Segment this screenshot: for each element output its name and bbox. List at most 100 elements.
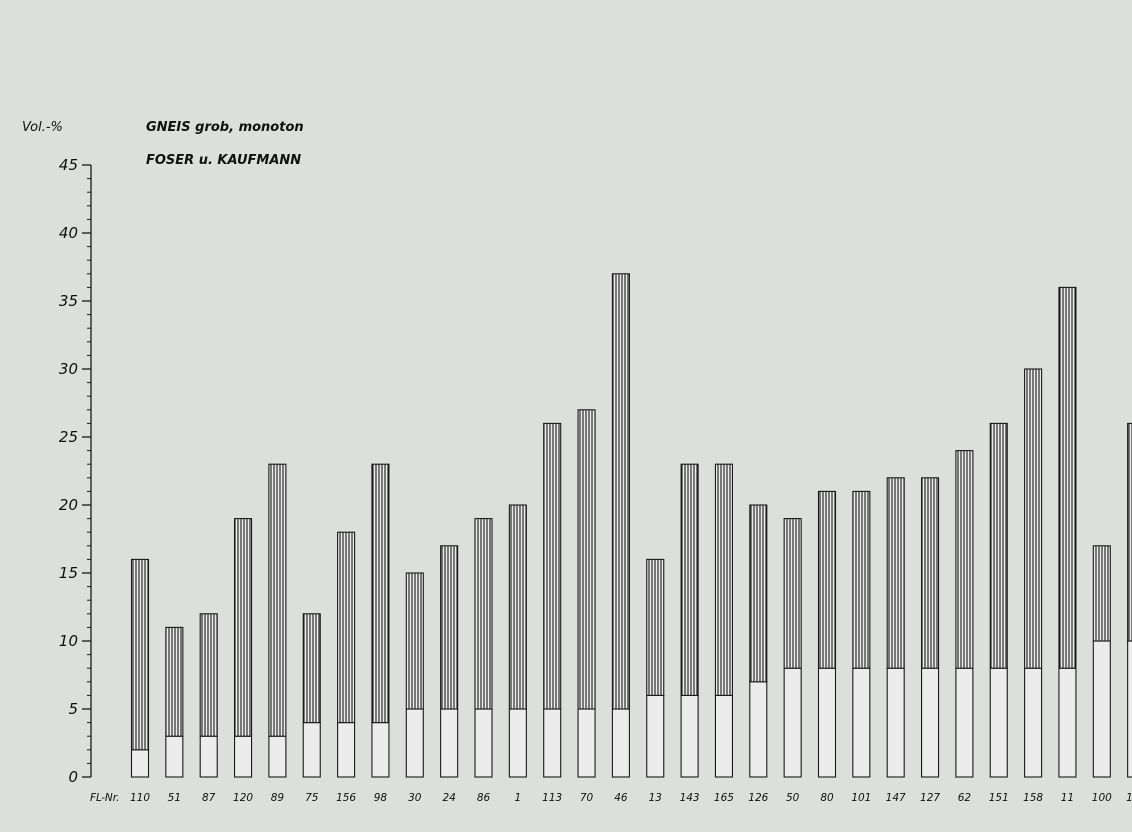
bar-lower-segment (817, 667, 837, 778)
x-tick-label: 75 (305, 792, 319, 804)
x-tick-label: 120 (233, 792, 253, 804)
y-tick-label: 15 (59, 564, 78, 582)
bar-lower-segment (1127, 640, 1132, 778)
bar-upper-segment (920, 477, 940, 669)
bar-upper-segment (302, 613, 321, 724)
bar-lower-segment (886, 667, 905, 778)
bar-upper-segment (886, 477, 905, 669)
bar-lower-segment (405, 708, 424, 778)
bar-lower-segment (234, 735, 253, 778)
bar-lower-segment (440, 708, 459, 778)
bar-lower-segment (543, 708, 562, 778)
x-tick-label: 86 (477, 792, 491, 804)
bar-lower-segment (165, 735, 184, 778)
bar-lower-segment (714, 694, 734, 778)
bar-upper-segment (852, 490, 871, 669)
x-tick-label: 70 (580, 792, 594, 804)
y-axis-label: Vol.-% (22, 120, 63, 135)
x-tick-label: 158 (1023, 792, 1043, 804)
y-tick-label: 5 (68, 700, 78, 718)
bar-lower-segment (749, 681, 768, 778)
x-tick-label: 51 (168, 792, 181, 804)
x-tick-label: 24 (442, 792, 455, 804)
y-tick-label: 40 (59, 224, 78, 242)
x-tick-label: 100 (1092, 792, 1112, 804)
bar-upper-segment (680, 463, 699, 696)
x-tick-label: 50 (786, 792, 800, 804)
bar-upper-segment (268, 463, 287, 737)
bar-lower-segment (611, 708, 630, 778)
y-tick-label: 45 (59, 156, 78, 174)
bar-upper-segment (165, 626, 184, 737)
y-tick-label: 0 (68, 768, 78, 786)
bar-upper-segment (474, 518, 493, 710)
x-tick-label: 98 (374, 792, 388, 804)
bar-upper-segment (955, 450, 974, 669)
y-tick-label: 25 (59, 428, 78, 446)
bar-lower-segment (646, 694, 665, 778)
x-tick-label: 62 (958, 792, 972, 804)
bar-lower-segment (989, 667, 1008, 778)
x-tick-label: 89 (271, 792, 285, 804)
bar-lower-segment (783, 667, 802, 778)
x-tick-label: 165 (714, 792, 734, 804)
bar-upper-segment (817, 490, 837, 669)
bar-lower-segment (920, 667, 940, 778)
bar-lower-segment (852, 667, 871, 778)
x-tick-label: 110 (130, 792, 150, 804)
bar-lower-segment (1058, 667, 1077, 778)
y-tick-label: 20 (59, 496, 78, 514)
bar-lower-segment (680, 694, 699, 778)
y-tick-label: 35 (59, 292, 78, 310)
x-tick-labels: 110 51 87 120 89 75 156 98 30 24 86 1 113 70 46 13 143 16… (130, 792, 1132, 804)
bar-upper-segment (440, 545, 459, 710)
y-axis: 0 5 10 15 20 25 30 35 40 45 (59, 156, 92, 786)
bars (130, 273, 1132, 778)
x-tick-label: 13 (649, 792, 662, 804)
bar-lower-segment (474, 708, 493, 778)
bar-upper-segment (577, 409, 596, 710)
bar-lower-segment (1092, 640, 1111, 778)
bar-upper-segment (371, 463, 390, 724)
bar-upper-segment (337, 531, 356, 724)
x-tick-label: 143 (680, 792, 700, 804)
x-tick-label: 113 (542, 792, 562, 804)
x-tick-label: 30 (408, 792, 422, 804)
bar-upper-segment (508, 504, 527, 710)
x-tick-label: 147 (886, 792, 906, 804)
bar-upper-segment (130, 558, 150, 751)
x-tick-label: 80 (820, 792, 834, 804)
bar-lower-segment (337, 722, 356, 778)
x-tick-label: 101 (851, 792, 871, 804)
x-axis-label: FL-Nr. (90, 792, 119, 804)
bar-upper-segment (783, 518, 802, 669)
bar-lower-segment (199, 735, 218, 778)
bar-upper-segment (646, 558, 665, 696)
bar-upper-segment (405, 572, 424, 710)
bar-lower-segment (508, 708, 527, 778)
bar-upper-segment (1058, 286, 1077, 669)
chart-subtitle: FOSER u. KAUFMANN (146, 153, 301, 168)
bar-upper-segment (989, 422, 1008, 669)
bar-upper-segment (199, 613, 218, 737)
bar-lower-segment (371, 722, 390, 778)
bar-lower-segment (1024, 667, 1043, 778)
chart-title: GNEIS grob, monoton (146, 120, 304, 135)
x-tick-label: 127 (920, 792, 940, 804)
y-tick-label: 30 (59, 360, 78, 378)
bar-upper-segment (1127, 422, 1132, 642)
bar-lower-segment (268, 735, 287, 778)
x-tick-label: 126 (748, 792, 768, 804)
x-tick-label: 1 (515, 792, 522, 804)
x-tick-label: 159 (1126, 792, 1132, 804)
x-tick-label: 11 (1061, 792, 1074, 804)
x-tick-label: 156 (336, 792, 356, 804)
y-tick-label: 10 (59, 632, 78, 650)
bar-upper-segment (1024, 368, 1043, 669)
bar-upper-segment (749, 504, 768, 683)
bar-upper-segment (714, 463, 734, 696)
bar-upper-segment (543, 422, 562, 710)
bar-lower-segment (955, 667, 974, 778)
bar-upper-segment (611, 273, 630, 710)
